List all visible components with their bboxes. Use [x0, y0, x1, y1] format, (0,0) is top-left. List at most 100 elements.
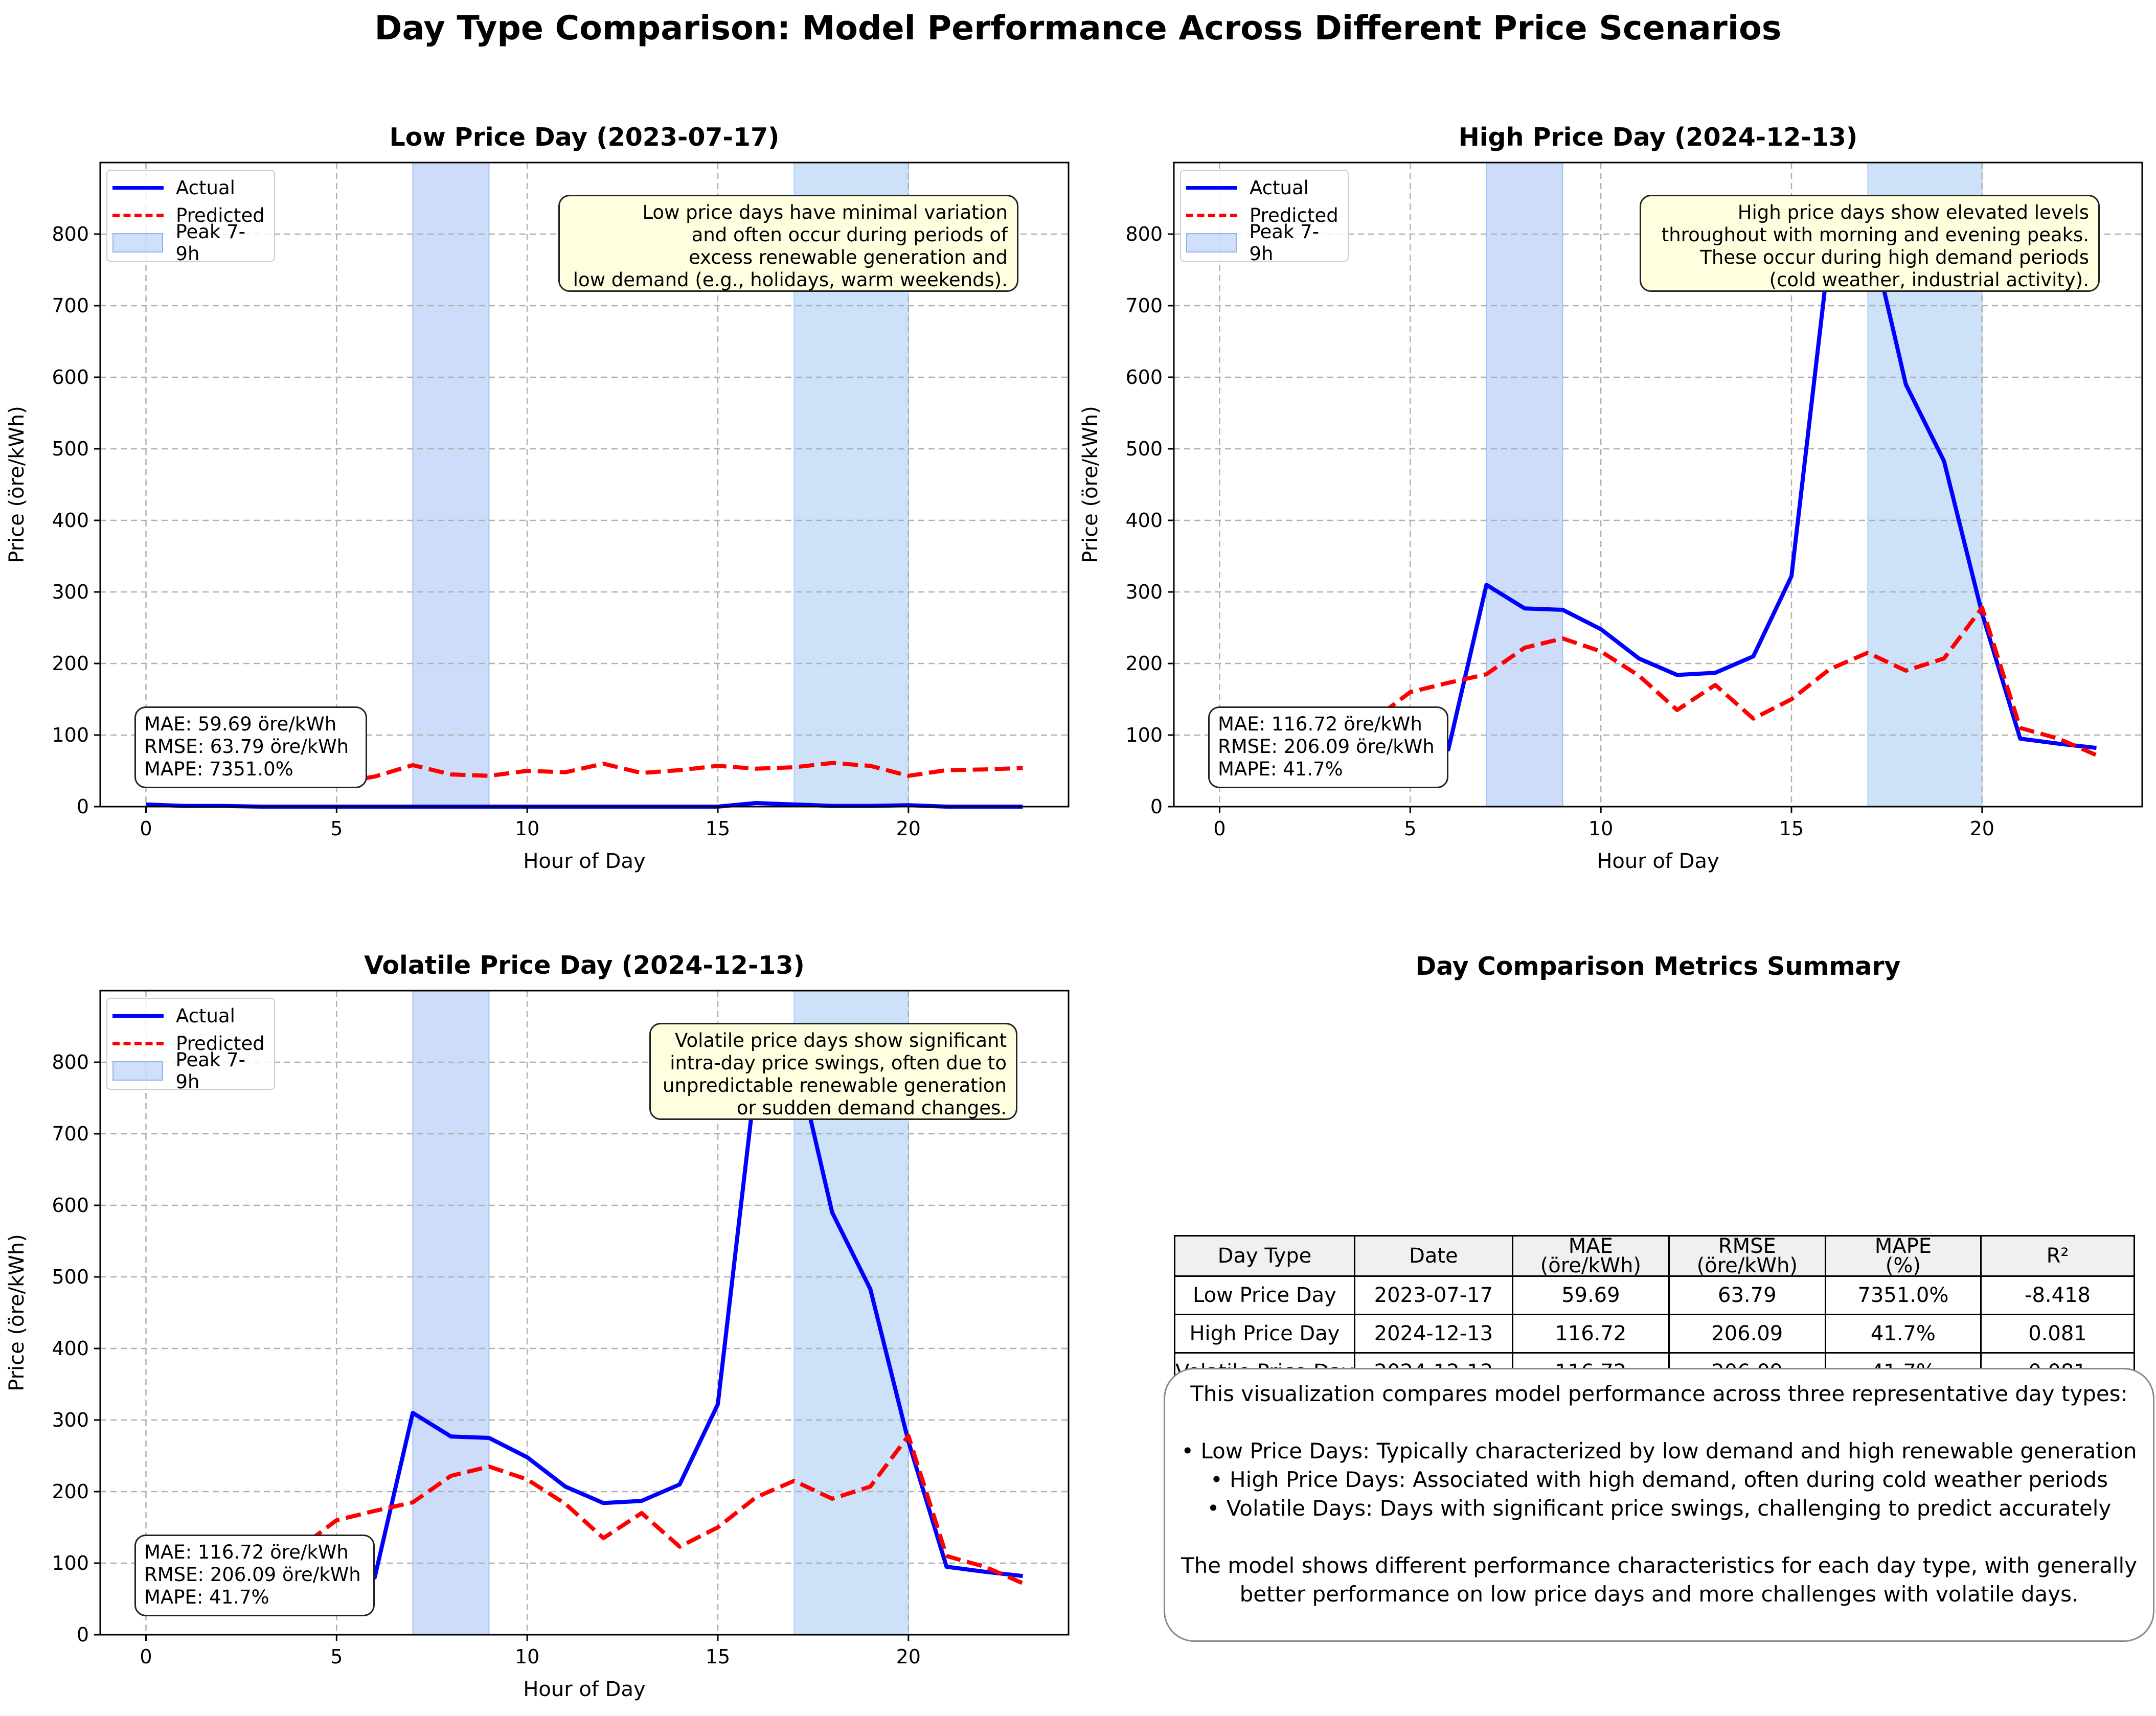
- table-cell: Low Price Day: [1174, 1275, 1355, 1315]
- column-header: RMSE (öre/kWh): [1668, 1235, 1826, 1277]
- axes-frame: [99, 990, 1070, 1636]
- table-cell: 2023-07-17: [1353, 1275, 1513, 1315]
- predicted-line-swatch: [1186, 213, 1237, 217]
- x-tick-label: 10: [515, 817, 539, 840]
- y-tick-label: 700: [1125, 294, 1163, 317]
- x-tick-label: 5: [330, 1645, 343, 1668]
- peak-band-morning: [412, 990, 490, 1635]
- legend-item-predicted: Predicted: [1186, 201, 1343, 229]
- legend-item-peak: Peak 7-9h: [112, 1049, 269, 1093]
- x-tick-label: 5: [1404, 817, 1416, 840]
- y-tick-label: 100: [52, 724, 89, 746]
- predicted-line-swatch: [112, 213, 164, 217]
- y-tick-label: 500: [52, 1266, 89, 1288]
- legend-label: Predicted: [176, 1032, 265, 1055]
- x-tick-label: 10: [1588, 817, 1613, 840]
- y-tick-label: 200: [52, 652, 89, 675]
- table-cell: 41.7%: [1824, 1314, 1982, 1354]
- y-tick-label: 800: [1125, 223, 1163, 245]
- table-cell: 0.081: [1980, 1314, 2136, 1354]
- y-tick-label: 400: [52, 509, 89, 532]
- panel-title-volatile: Volatile Price Day (2024-12-13): [364, 951, 805, 980]
- y-tick-label: 400: [1125, 509, 1163, 532]
- table-cell: 59.69: [1511, 1275, 1670, 1315]
- y-tick-label: 300: [52, 1409, 89, 1431]
- peak-band-morning: [412, 162, 490, 807]
- x-axis-label: Hour of Day: [523, 1678, 645, 1701]
- y-tick-label: 800: [52, 1051, 89, 1073]
- y-tick-label: 600: [1125, 366, 1163, 388]
- y-tick-label: 500: [1125, 438, 1163, 460]
- x-tick-label: 20: [896, 1645, 921, 1668]
- y-tick-label: 200: [1125, 652, 1163, 675]
- panel-title-high: High Price Day (2024-12-13): [1458, 123, 1858, 152]
- legend-item-actual: Actual: [112, 1002, 269, 1029]
- column-header: R²: [1980, 1235, 2136, 1277]
- peak-band-swatch: [1186, 233, 1237, 253]
- table-cell: 2024-12-13: [1353, 1314, 1513, 1354]
- legend-volatile: Actual Predicted Peak 7-9h: [106, 998, 275, 1093]
- note-high: High price days show elevated levels thr…: [1640, 195, 2100, 292]
- peak-band-morning: [1486, 162, 1563, 807]
- table-cell: High Price Day: [1174, 1314, 1355, 1354]
- x-tick-label: 0: [140, 1645, 152, 1668]
- legend-label: Peak 7-9h: [175, 221, 245, 265]
- y-tick-label: 700: [52, 1123, 89, 1145]
- legend-label: Actual: [176, 176, 235, 199]
- y-tick-label: 0: [77, 795, 89, 818]
- legend-label: Actual: [1250, 176, 1309, 199]
- metrics-summary-table: Day Type Date MAE (öre/kWh) RMSE (öre/kW…: [1174, 1235, 2136, 1392]
- y-tick-label: 300: [52, 581, 89, 603]
- actual-line-swatch: [1186, 186, 1237, 190]
- axes-frame: [99, 162, 1070, 808]
- axes-frame: [1173, 162, 2143, 808]
- table-cell: 63.79: [1668, 1275, 1826, 1315]
- legend-label: Actual: [176, 1004, 235, 1027]
- table-cell: 7351.0%: [1824, 1275, 1982, 1315]
- x-tick-label: 0: [1213, 817, 1225, 840]
- legend-item-actual: Actual: [1186, 174, 1343, 201]
- peak-band-swatch: [112, 233, 164, 253]
- x-tick-label: 10: [515, 1645, 539, 1668]
- predicted-line-swatch: [112, 1041, 164, 1045]
- legend-low: Actual Predicted Peak 7-9h: [106, 170, 275, 265]
- y-tick-label: 700: [52, 294, 89, 317]
- legend-item-actual: Actual: [112, 174, 269, 201]
- note-volatile: Volatile price days show significant int…: [649, 1023, 1017, 1120]
- column-header: Day Type: [1174, 1235, 1355, 1277]
- x-axis-label: Hour of Day: [1597, 850, 1719, 873]
- description-box: This visualization compares model perfor…: [1164, 1368, 2154, 1642]
- x-tick-label: 0: [140, 817, 152, 840]
- y-axis-label: Price (öre/kWh): [5, 406, 29, 563]
- note-low: Low price days have minimal variation an…: [558, 195, 1018, 292]
- legend-item-peak: Peak 7-9h: [1186, 221, 1343, 265]
- table-row: High Price Day 2024-12-13 116.72 206.09 …: [1174, 1314, 2136, 1354]
- panel-title-low: Low Price Day (2023-07-17): [389, 123, 780, 152]
- legend-label: Peak 7-9h: [1249, 221, 1319, 265]
- column-header: MAE (öre/kWh): [1511, 1235, 1670, 1277]
- y-tick-label: 100: [1125, 724, 1163, 746]
- table-cell: 206.09: [1668, 1314, 1826, 1354]
- table-cell: 116.72: [1511, 1314, 1670, 1354]
- y-tick-label: 400: [52, 1337, 89, 1360]
- y-tick-label: 300: [1125, 581, 1163, 603]
- x-axis-label: Hour of Day: [523, 850, 645, 873]
- metrics-high: MAE: 116.72 öre/kWh RMSE: 206.09 öre/kWh…: [1208, 706, 1448, 788]
- column-header: Date: [1353, 1235, 1513, 1277]
- x-tick-label: 15: [1779, 817, 1804, 840]
- legend-item-predicted: Predicted: [112, 1029, 269, 1057]
- y-tick-label: 0: [1150, 795, 1163, 818]
- legend-label: Predicted: [176, 204, 265, 226]
- table-cell: -8.418: [1980, 1275, 2136, 1315]
- actual-line-swatch: [112, 186, 164, 190]
- column-header: MAPE (%): [1824, 1235, 1982, 1277]
- y-tick-label: 600: [52, 1194, 89, 1217]
- x-tick-label: 20: [1970, 817, 1994, 840]
- y-axis-label: Price (öre/kWh): [1079, 406, 1102, 563]
- summary-title: Day Comparison Metrics Summary: [1415, 952, 1901, 981]
- x-tick-label: 20: [896, 817, 921, 840]
- legend-item-peak: Peak 7-9h: [112, 221, 269, 265]
- legend-label: Peak 7-9h: [175, 1049, 245, 1093]
